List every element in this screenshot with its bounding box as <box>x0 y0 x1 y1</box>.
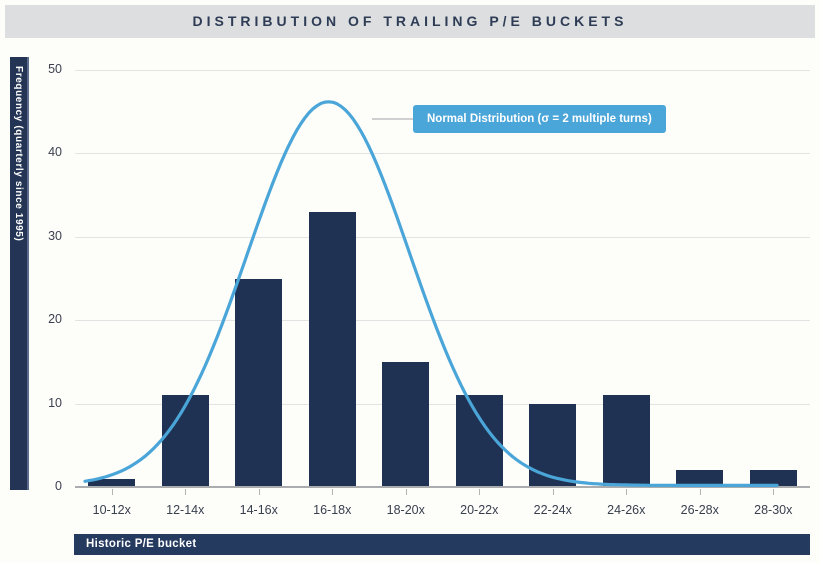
x-axis-baseline <box>75 486 810 488</box>
x-tick-mark-20-22x <box>479 489 481 495</box>
bar-14-16x <box>235 278 283 487</box>
x-tick-label-10-12x: 10-12x <box>92 503 131 517</box>
gridline-30 <box>75 236 810 238</box>
x-tick-mark-18-20x <box>405 489 407 495</box>
x-tick-mark-14-16x <box>258 489 260 495</box>
y-tick-label-30: 30 <box>48 228 62 243</box>
x-tick-mark-22-24x <box>552 489 554 495</box>
bar-24-26x <box>602 395 650 487</box>
x-tick-mark-16-18x <box>332 489 334 495</box>
y-axis-label: Frequency (quarterly since 1995) <box>10 57 29 490</box>
x-tick-label-20-22x: 20-22x <box>460 503 499 517</box>
bar-12-14x <box>161 395 209 487</box>
bar-16-18x <box>308 211 356 487</box>
y-tick-label-0: 0 <box>55 479 62 493</box>
x-tick-label-16-18x: 16-18x <box>313 503 352 517</box>
x-tick-mark-12-14x <box>185 489 187 495</box>
bar-18-20x <box>382 361 430 487</box>
legend-connector-line <box>372 118 414 120</box>
bar-28-30x <box>749 470 797 487</box>
bar-20-22x <box>455 395 503 487</box>
x-tick-label-22-24x: 22-24x <box>533 503 572 517</box>
y-tick-label-50: 50 <box>48 62 62 76</box>
x-tick-label-28-30x: 28-30x <box>754 503 793 517</box>
x-tick-label-26-28x: 26-28x <box>680 503 719 517</box>
x-tick-mark-10-12x <box>111 489 113 495</box>
x-tick-mark-24-26x <box>626 489 628 495</box>
bar-26-28x <box>676 470 724 487</box>
x-axis-label: Historic P/E bucket <box>74 534 810 555</box>
x-tick-label-12-14x: 12-14x <box>166 503 205 517</box>
x-tick-label-24-26x: 24-26x <box>607 503 646 517</box>
curve-legend: Normal Distribution (σ = 2 multiple turn… <box>413 105 666 133</box>
x-tick-label-14-16x: 14-16x <box>239 503 278 517</box>
bar-22-24x <box>529 403 577 487</box>
chart-title: DISTRIBUTION OF TRAILING P/E BUCKETS <box>5 5 815 38</box>
x-tick-mark-28-30x <box>773 489 775 495</box>
y-tick-label-20: 20 <box>48 312 62 327</box>
gridline-20 <box>75 320 810 322</box>
gridline-40 <box>75 153 810 155</box>
y-tick-label-10: 10 <box>48 395 62 410</box>
x-tick-mark-26-28x <box>699 489 701 495</box>
plot-area <box>75 70 810 488</box>
y-tick-label-40: 40 <box>48 145 62 160</box>
gridline-50 <box>75 70 810 71</box>
x-tick-label-18-20x: 18-20x <box>386 503 425 517</box>
